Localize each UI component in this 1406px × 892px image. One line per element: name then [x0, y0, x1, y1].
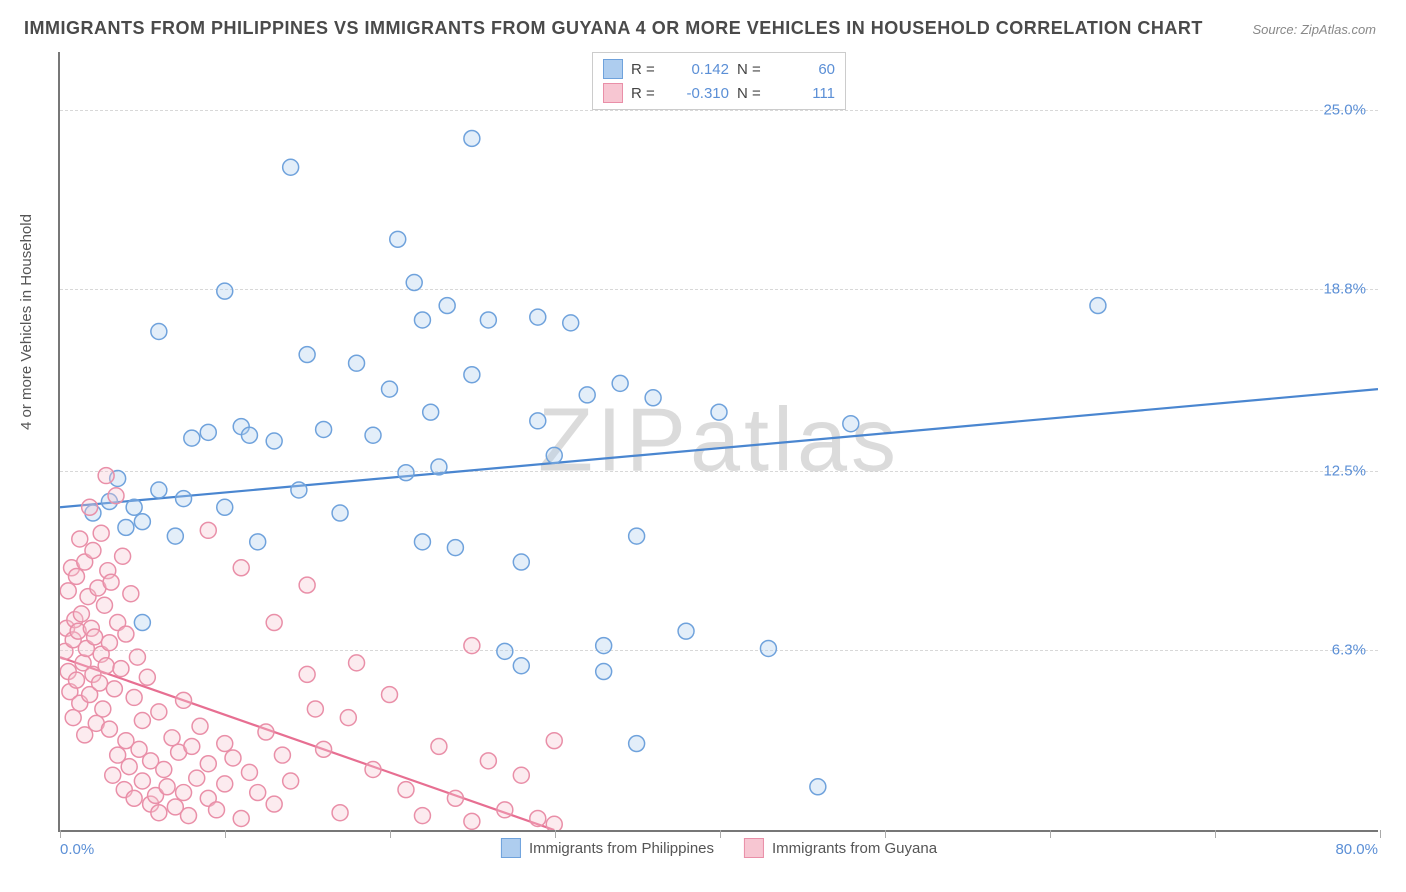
- n-value-series2: 111: [775, 85, 835, 102]
- legend-label-series2: Immigrants from Guyana: [772, 840, 937, 857]
- x-tick: [1215, 830, 1216, 838]
- x-axis-max-label: 80.0%: [1335, 841, 1378, 858]
- x-axis-min-label: 0.0%: [60, 841, 94, 858]
- source-attribution: Source: ZipAtlas.com: [1252, 22, 1376, 37]
- x-tick: [720, 830, 721, 838]
- legend-swatch-series2: [744, 838, 764, 858]
- legend-swatch-series1: [603, 59, 623, 79]
- x-tick: [1380, 830, 1381, 838]
- series-legend: Immigrants from Philippines Immigrants f…: [501, 838, 937, 858]
- chart-title: IMMIGRANTS FROM PHILIPPINES VS IMMIGRANT…: [24, 18, 1203, 39]
- legend-row-series1: R = 0.142 N = 60: [603, 57, 835, 81]
- x-tick: [225, 830, 226, 838]
- r-label: R =: [631, 61, 661, 78]
- n-value-series1: 60: [775, 61, 835, 78]
- legend-label-series1: Immigrants from Philippines: [529, 840, 714, 857]
- r-value-series2: -0.310: [669, 85, 729, 102]
- legend-swatch-series1: [501, 838, 521, 858]
- x-tick: [885, 830, 886, 838]
- correlation-legend: R = 0.142 N = 60 R = -0.310 N = 111: [592, 52, 846, 110]
- r-label: R =: [631, 85, 661, 102]
- x-tick: [1050, 830, 1051, 838]
- x-tick: [60, 830, 61, 838]
- n-label: N =: [737, 85, 767, 102]
- legend-row-series2: R = -0.310 N = 111: [603, 81, 835, 105]
- legend-item-series2: Immigrants from Guyana: [744, 838, 937, 858]
- x-tick: [390, 830, 391, 838]
- chart-svg: [60, 52, 1378, 830]
- chart-plot-area: ZIPatlas R = 0.142 N = 60 R = -0.310 N =…: [58, 52, 1378, 832]
- x-tick: [555, 830, 556, 838]
- r-value-series1: 0.142: [669, 61, 729, 78]
- n-label: N =: [737, 61, 767, 78]
- y-axis-label: 4 or more Vehicles in Household: [18, 214, 35, 430]
- legend-item-series1: Immigrants from Philippines: [501, 838, 714, 858]
- legend-swatch-series2: [603, 83, 623, 103]
